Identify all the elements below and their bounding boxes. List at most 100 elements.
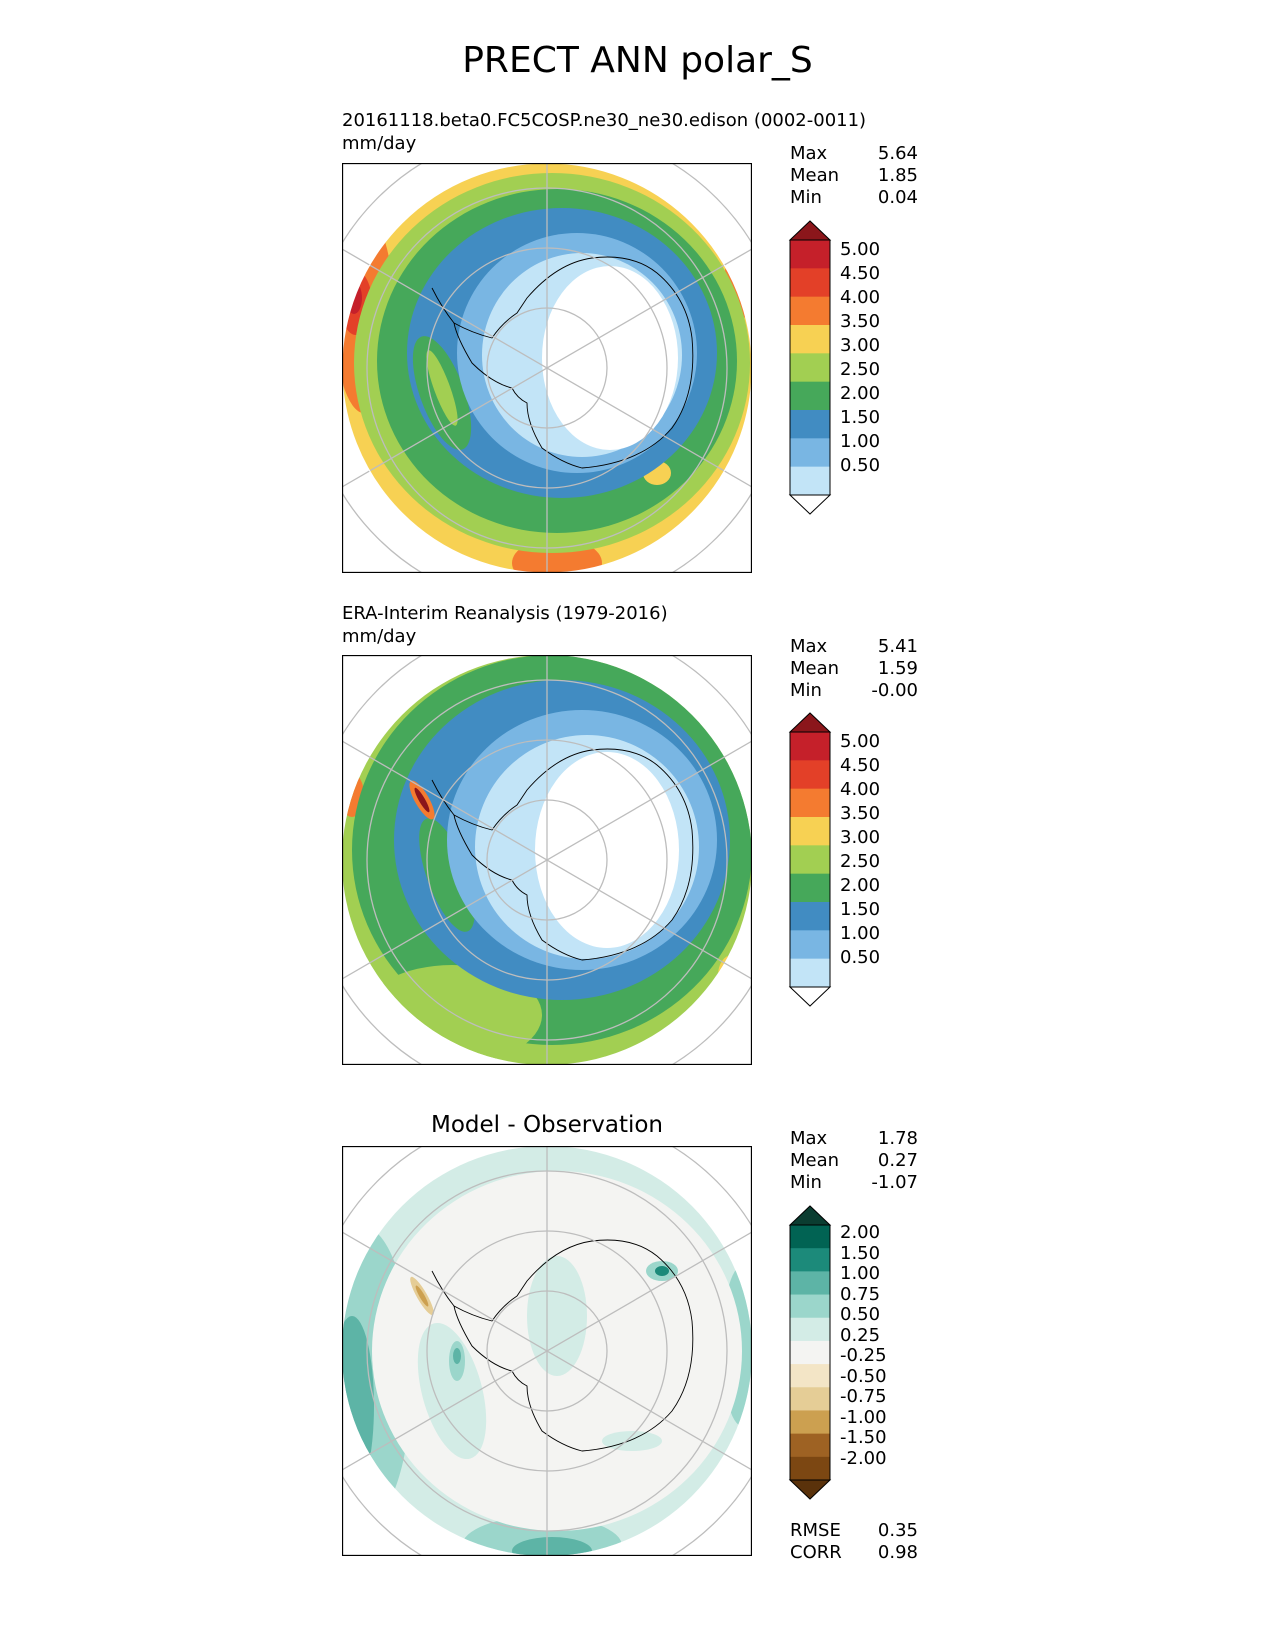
map-obs — [342, 655, 752, 1065]
colorbar-tick-label: 1.00 — [840, 1263, 881, 1284]
colorbar-tick-label: 1.50 — [840, 1243, 881, 1264]
colorbar-tick-label: 4.00 — [840, 287, 881, 308]
panel-model-units: mm/day — [342, 133, 417, 154]
colorbar-swatch — [790, 353, 830, 383]
field-level-minus-1.00 — [415, 1285, 429, 1307]
colorbar-tick-label: 2.00 — [840, 383, 881, 404]
metric-label: RMSE — [790, 1520, 841, 1541]
colorbar-swatch — [790, 1410, 830, 1435]
stat-label: Max — [790, 636, 828, 657]
metric-label: CORR — [790, 1542, 842, 1563]
colorbar-swatch — [790, 958, 830, 988]
colorbar-swatch — [790, 1225, 830, 1249]
field-level-0.75 — [453, 1348, 461, 1364]
stat-label: Min — [790, 187, 822, 208]
colorbar-swatch — [790, 1248, 830, 1272]
metric-value: 0.35 — [877, 1520, 918, 1541]
stat-value: 0.27 — [877, 1150, 918, 1171]
colorbar-tick-label: 4.50 — [840, 755, 881, 776]
colorbar-tick-label: -1.00 — [840, 1407, 887, 1428]
stat-label: Min — [790, 1172, 822, 1193]
colorbar-tick-label: 3.00 — [840, 335, 881, 356]
colorbar-swatch — [790, 845, 830, 875]
colorbar-extend-min — [788, 986, 832, 1007]
stat-value: 1.85 — [877, 165, 918, 186]
colorbar-tick-label: -0.75 — [840, 1386, 887, 1407]
stat-label: Mean — [790, 1150, 840, 1171]
stat-value: 1.78 — [877, 1128, 918, 1149]
colorbar-swatch — [790, 240, 830, 269]
panel-model-stats: Max 5.64 Mean 1.85 Min 0.04 — [790, 143, 918, 209]
colorbar-extend-min — [788, 494, 832, 515]
colorbar-swatch — [790, 902, 830, 931]
colorbar-tick-label: 2.50 — [840, 359, 881, 380]
colorbar-swatch — [790, 268, 830, 298]
map-diff — [342, 1146, 752, 1556]
colorbar-extend-max — [788, 1205, 832, 1226]
colorbar-swatch — [790, 873, 830, 903]
stat-value: 0.04 — [877, 187, 918, 208]
colorbar-tick-label: -0.25 — [840, 1345, 887, 1366]
colorbar-extend-max — [788, 712, 832, 733]
colorbar-tick-label: 0.75 — [840, 1284, 881, 1305]
colorbar-tick-label: 1.00 — [840, 431, 881, 452]
stat-label: Max — [790, 143, 828, 164]
colorbar-swatch — [790, 930, 830, 960]
colorbar-swatch — [790, 788, 830, 818]
panel-diff-title: Model - Observation — [430, 1112, 664, 1138]
metric-value: 0.98 — [877, 1542, 918, 1563]
field-level-2.5 — [419, 818, 475, 932]
colorbar-tick-label: 0.50 — [840, 1304, 881, 1325]
colorbar-tick-label: 4.00 — [840, 779, 881, 800]
colorbar-outline — [789, 1224, 831, 1481]
field-level-0.25 — [417, 1322, 487, 1460]
panel-diff-metrics: RMSE 0.35 CORR 0.98 — [790, 1520, 918, 1564]
colorbar-swatch — [790, 381, 830, 411]
graticule — [342, 163, 752, 573]
stat-value: 1.59 — [877, 658, 918, 679]
colorbar-swatch — [790, 1271, 830, 1296]
colorbar-tick-label: 1.50 — [840, 407, 881, 428]
colorbar-tick-label: 0.50 — [840, 455, 881, 476]
colorbar-extend-max — [788, 220, 832, 241]
graticule — [342, 1146, 752, 1556]
graticule — [342, 655, 752, 1065]
field-level-0.75 — [512, 1537, 592, 1556]
map-model — [342, 163, 752, 573]
panel-obs-units: mm/day — [342, 626, 417, 647]
colorbar-swatch — [790, 410, 830, 439]
colorbar-swatch — [790, 466, 830, 496]
colorbar-extend-min — [788, 1479, 832, 1500]
colorbar-outline — [789, 731, 831, 988]
stat-value: 5.41 — [877, 636, 918, 657]
stat-value: -1.07 — [871, 1172, 918, 1193]
colorbar-swatch — [790, 1294, 830, 1319]
colorbar-swatch — [790, 732, 830, 761]
colorbar-tick-label: 2.50 — [840, 851, 881, 872]
colorbar-tick-label: -0.50 — [840, 1366, 887, 1387]
field-level-5.0 — [414, 787, 430, 813]
colorbar-swatch — [790, 1387, 830, 1411]
colorbar-swatch — [790, 325, 830, 354]
stat-value: 5.64 — [877, 143, 918, 164]
colorbar-swatch — [790, 817, 830, 846]
field-level-3.0 — [426, 350, 458, 426]
colorbar-swatch — [790, 1433, 830, 1458]
stat-label: Min — [790, 680, 822, 701]
panel-diff-stats: Max 1.78 Mean 0.27 Min -1.07 — [790, 1128, 918, 1194]
field-level-0.5 — [535, 752, 679, 948]
colorbar-tick-label: 2.00 — [840, 875, 881, 896]
colorbar-swatch — [790, 1340, 830, 1365]
colorbar-tick-label: 0.50 — [840, 947, 881, 968]
colorbar-tick-label: 1.50 — [840, 899, 881, 920]
colorbar-swatch — [790, 438, 830, 468]
panel-model-title: 20161118.beta0.FC5COSP.ne30_ne30.edison … — [342, 110, 867, 131]
colorbar-tick-label: 0.25 — [840, 1325, 881, 1346]
colorbar-swatches — [788, 220, 832, 515]
panel-obs-title: ERA-Interim Reanalysis (1979-2016) — [342, 603, 668, 624]
panel-obs-stats: Max 5.41 Mean 1.59 Min -0.00 — [790, 636, 918, 702]
colorbar-tick-label: 4.50 — [840, 263, 881, 284]
colorbar-swatches — [788, 712, 832, 1007]
colorbar-tick-label: 5.00 — [840, 731, 881, 752]
colorbar-swatch — [790, 1456, 830, 1481]
